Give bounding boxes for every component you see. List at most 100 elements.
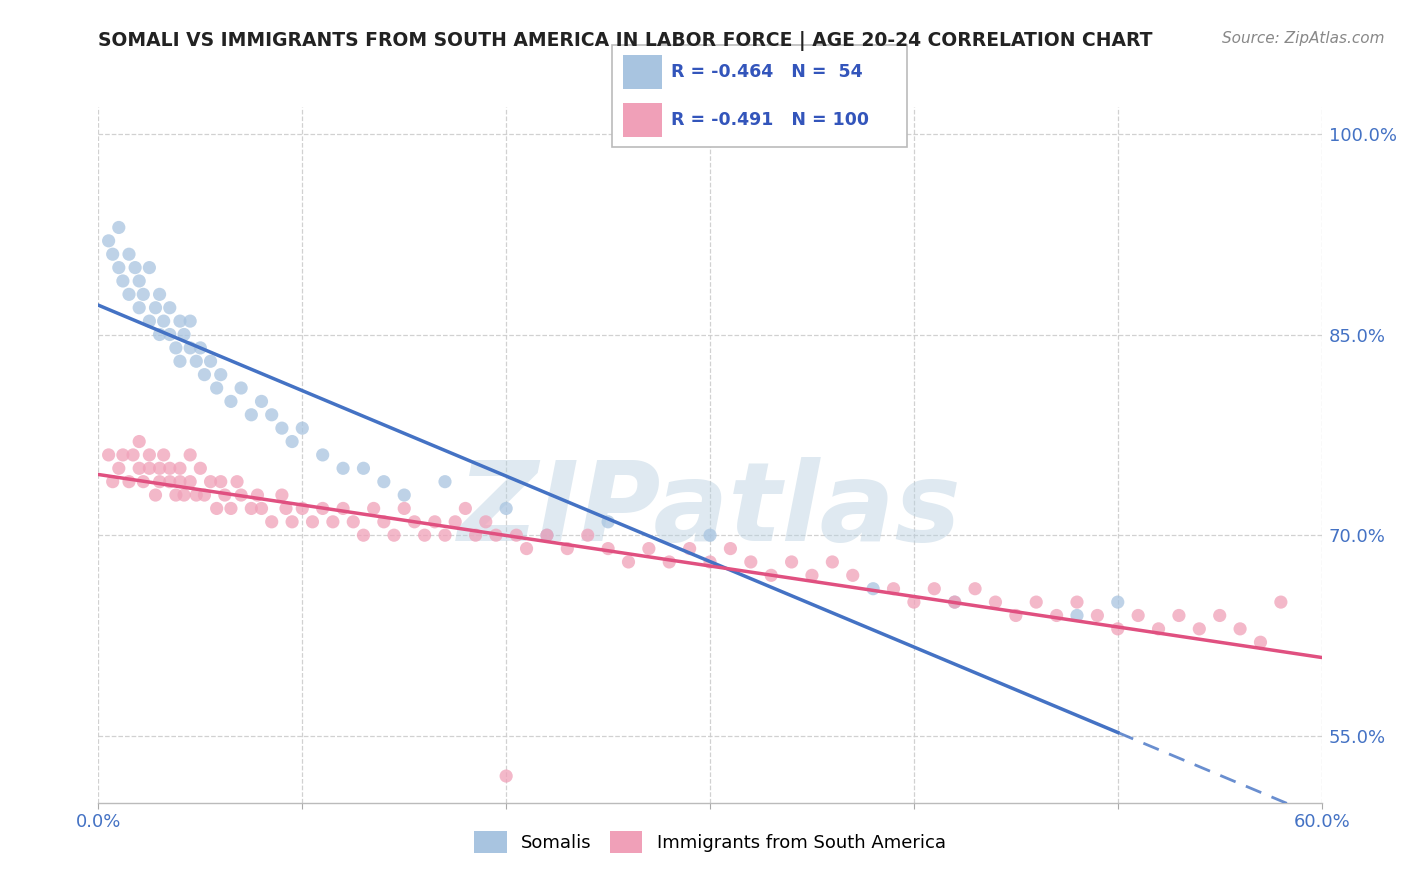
Point	[159, 475, 181, 489]
Point	[138, 260, 160, 275]
Point	[291, 501, 314, 516]
Point	[159, 301, 181, 315]
Point	[1229, 622, 1251, 636]
Point	[617, 555, 640, 569]
Point	[209, 475, 232, 489]
Point	[149, 327, 172, 342]
Point	[761, 568, 783, 582]
Point	[922, 582, 945, 596]
Point	[152, 448, 174, 462]
Point	[1128, 608, 1150, 623]
Point	[943, 595, 966, 609]
Point	[270, 421, 294, 435]
Point	[1004, 608, 1026, 623]
Point	[423, 515, 446, 529]
Point	[118, 287, 141, 301]
Point	[260, 408, 283, 422]
Point	[598, 541, 620, 556]
FancyBboxPatch shape	[623, 103, 662, 137]
Point	[382, 528, 405, 542]
Point	[138, 448, 160, 462]
Point	[186, 354, 208, 368]
Point	[536, 528, 558, 542]
Point	[1270, 595, 1292, 609]
Point	[332, 461, 354, 475]
Point	[226, 475, 249, 489]
Point	[841, 568, 863, 582]
Point	[145, 301, 167, 315]
Point	[132, 287, 155, 301]
Point	[231, 488, 253, 502]
Point	[219, 501, 242, 516]
Point	[598, 515, 620, 529]
Text: SOMALI VS IMMIGRANTS FROM SOUTH AMERICA IN LABOR FORCE | AGE 20-24 CORRELATION C: SOMALI VS IMMIGRANTS FROM SOUTH AMERICA …	[98, 31, 1153, 51]
Point	[434, 528, 457, 542]
Legend: Somalis, Immigrants from South America: Somalis, Immigrants from South America	[467, 823, 953, 860]
Point	[373, 475, 395, 489]
Point	[505, 528, 527, 542]
Point	[444, 515, 467, 529]
Point	[270, 488, 294, 502]
Point	[108, 461, 131, 475]
Point	[118, 247, 141, 261]
Point	[152, 314, 174, 328]
Point	[352, 461, 374, 475]
Point	[1085, 608, 1108, 623]
Point	[246, 488, 269, 502]
Point	[179, 341, 201, 355]
Point	[903, 595, 925, 609]
Point	[108, 260, 131, 275]
Point	[169, 354, 191, 368]
Point	[301, 515, 323, 529]
Point	[392, 501, 416, 516]
Point	[404, 515, 426, 529]
Point	[240, 408, 263, 422]
Point	[312, 501, 335, 516]
Point	[801, 568, 824, 582]
Point	[454, 501, 477, 516]
Point	[557, 541, 579, 556]
Point	[862, 582, 884, 596]
Point	[332, 501, 354, 516]
Point	[118, 475, 141, 489]
Point	[984, 595, 1007, 609]
Point	[128, 461, 150, 475]
Text: R = -0.464   N =  54: R = -0.464 N = 54	[671, 62, 862, 81]
Point	[373, 515, 395, 529]
Point	[124, 260, 146, 275]
Point	[200, 354, 222, 368]
Point	[1066, 595, 1088, 609]
Point	[149, 287, 172, 301]
Point	[101, 247, 124, 261]
Point	[312, 448, 335, 462]
Point	[699, 528, 721, 542]
Point	[128, 274, 150, 288]
Point	[165, 341, 187, 355]
Point	[1209, 608, 1232, 623]
Point	[474, 515, 498, 529]
Point	[943, 595, 966, 609]
Point	[740, 555, 762, 569]
Point	[536, 528, 558, 542]
Point	[392, 488, 416, 502]
Point	[274, 501, 297, 516]
Point	[188, 341, 212, 355]
Point	[173, 327, 195, 342]
Point	[169, 314, 191, 328]
Point	[1167, 608, 1189, 623]
Text: R = -0.491   N = 100: R = -0.491 N = 100	[671, 111, 869, 129]
Point	[780, 555, 803, 569]
Point	[169, 475, 191, 489]
Point	[179, 314, 201, 328]
Text: Source: ZipAtlas.com: Source: ZipAtlas.com	[1222, 31, 1385, 46]
Point	[434, 475, 457, 489]
Point	[883, 582, 905, 596]
Point	[862, 849, 884, 863]
Point	[495, 501, 517, 516]
Point	[205, 501, 228, 516]
Point	[699, 555, 721, 569]
Point	[122, 448, 145, 462]
Point	[260, 515, 283, 529]
Point	[1066, 608, 1088, 623]
Point	[965, 582, 987, 596]
